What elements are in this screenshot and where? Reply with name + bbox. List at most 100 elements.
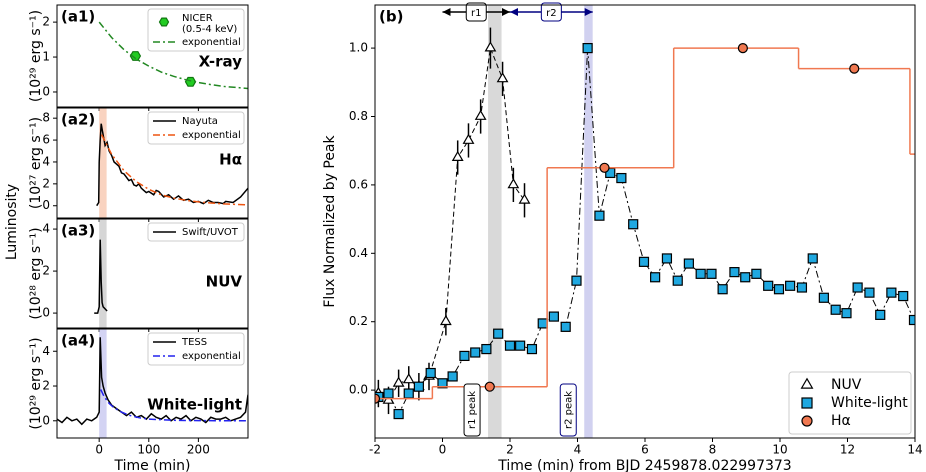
marker bbox=[801, 415, 813, 427]
y-tick-label: 8 bbox=[42, 111, 50, 125]
y-tick-label: 4 bbox=[42, 154, 50, 168]
marker bbox=[481, 343, 492, 355]
marker bbox=[447, 371, 458, 382]
marker bbox=[763, 280, 774, 291]
series-line bbox=[98, 21, 248, 90]
y-tick-label: 0 bbox=[42, 198, 50, 212]
y-tick-label: 0.6 bbox=[349, 177, 368, 191]
y-tick-label: 2 bbox=[42, 264, 50, 278]
peak-label: r2 peak bbox=[563, 391, 574, 429]
series-line bbox=[100, 134, 248, 206]
marker bbox=[451, 150, 464, 161]
axes-frame bbox=[56, 218, 249, 329]
marker bbox=[507, 178, 520, 189]
y-tick-label: 2 bbox=[42, 15, 50, 29]
x-tick-label: 0 bbox=[95, 443, 103, 457]
panel-tag: (a4) bbox=[61, 332, 95, 350]
legend-label: (0.5-4 keV) bbox=[182, 24, 237, 35]
legend-label: Nayuta bbox=[182, 116, 218, 127]
axes-frame bbox=[56, 328, 249, 439]
peak-label: r1 peak bbox=[467, 391, 478, 429]
marker bbox=[650, 272, 661, 283]
marker bbox=[518, 193, 531, 204]
y-tick-label: 1.0 bbox=[349, 41, 368, 55]
marker bbox=[818, 292, 829, 303]
x-axis-label: Time (min) from BJD 2459878.022997373 bbox=[497, 458, 791, 472]
axes-frame bbox=[56, 4, 249, 108]
marker bbox=[526, 343, 538, 355]
marker bbox=[129, 51, 142, 61]
marker bbox=[898, 290, 909, 302]
marker bbox=[729, 267, 740, 278]
arrow-head bbox=[510, 8, 518, 16]
marker bbox=[515, 340, 526, 351]
legend-label: exponential bbox=[182, 37, 241, 48]
marker bbox=[403, 388, 414, 399]
legend-box bbox=[147, 222, 245, 242]
legend-box bbox=[147, 332, 245, 366]
marker bbox=[560, 321, 571, 332]
marker bbox=[751, 268, 762, 279]
marker bbox=[785, 280, 796, 291]
marker bbox=[392, 376, 405, 387]
arrow-head bbox=[442, 8, 451, 16]
y-axis-label: (10²⁹ erg s⁻¹) bbox=[28, 337, 44, 429]
legend-label: Swift/UVOT bbox=[182, 227, 239, 238]
peak-label-box bbox=[463, 383, 481, 437]
axes-frame bbox=[56, 107, 249, 219]
y-axis-label: (10²⁹ erg s⁻¹) bbox=[28, 10, 44, 102]
panel-label: Hα bbox=[219, 151, 242, 169]
marker bbox=[158, 17, 170, 27]
legend-label: NICER bbox=[182, 13, 213, 24]
marker bbox=[661, 253, 673, 264]
legend-label: exponential bbox=[182, 351, 241, 362]
x-tick-label: 8 bbox=[709, 443, 717, 457]
marker bbox=[413, 381, 424, 392]
plot-area bbox=[96, 108, 248, 218]
axes-frame bbox=[374, 4, 916, 439]
marker bbox=[402, 372, 415, 384]
marker bbox=[616, 172, 627, 184]
series-line bbox=[94, 239, 108, 314]
panel-label: X-ray bbox=[199, 53, 243, 71]
marker bbox=[470, 347, 481, 358]
y-axis-label: (10²⁸ erg s⁻¹) bbox=[28, 227, 44, 319]
marker bbox=[484, 41, 497, 52]
marker bbox=[800, 377, 814, 389]
legend-label: White-light bbox=[831, 395, 908, 411]
marker bbox=[740, 272, 751, 283]
marker bbox=[496, 72, 509, 83]
panel-tag: (a2) bbox=[61, 111, 95, 129]
y-tick-label: 0.4 bbox=[349, 246, 368, 260]
series-line bbox=[378, 48, 915, 416]
x-tick-label: 14 bbox=[907, 443, 922, 457]
y-tick-label: 1 bbox=[42, 50, 50, 64]
marker bbox=[695, 268, 706, 279]
y-tick-label: 6 bbox=[42, 133, 50, 147]
y-tick-label: 0 bbox=[42, 413, 50, 427]
legend-label: exponential bbox=[182, 130, 241, 141]
x-tick-label: 10 bbox=[772, 443, 787, 457]
marker bbox=[459, 350, 470, 362]
panel-tag: (b) bbox=[379, 8, 403, 26]
marker bbox=[841, 308, 852, 319]
region-band bbox=[584, 5, 593, 438]
y-tick-label: 0.0 bbox=[349, 383, 368, 397]
plot-area bbox=[375, 5, 915, 438]
shaded-band bbox=[99, 108, 107, 218]
marker bbox=[737, 42, 748, 54]
panel-tag: (a3) bbox=[61, 222, 95, 240]
marker bbox=[439, 314, 452, 326]
arrow-head bbox=[584, 8, 593, 16]
figure-y-label: Luminosity bbox=[4, 184, 20, 260]
peak-label-box bbox=[559, 383, 577, 437]
marker bbox=[908, 314, 915, 326]
x-tick-label: 12 bbox=[840, 443, 855, 457]
marker bbox=[638, 256, 650, 267]
x-axis-label: Time (min) bbox=[113, 458, 190, 472]
marker bbox=[571, 275, 582, 286]
panel-label: NUV bbox=[206, 273, 243, 291]
marker bbox=[773, 284, 785, 295]
panel-label: White-light bbox=[147, 396, 242, 414]
marker bbox=[393, 408, 404, 420]
